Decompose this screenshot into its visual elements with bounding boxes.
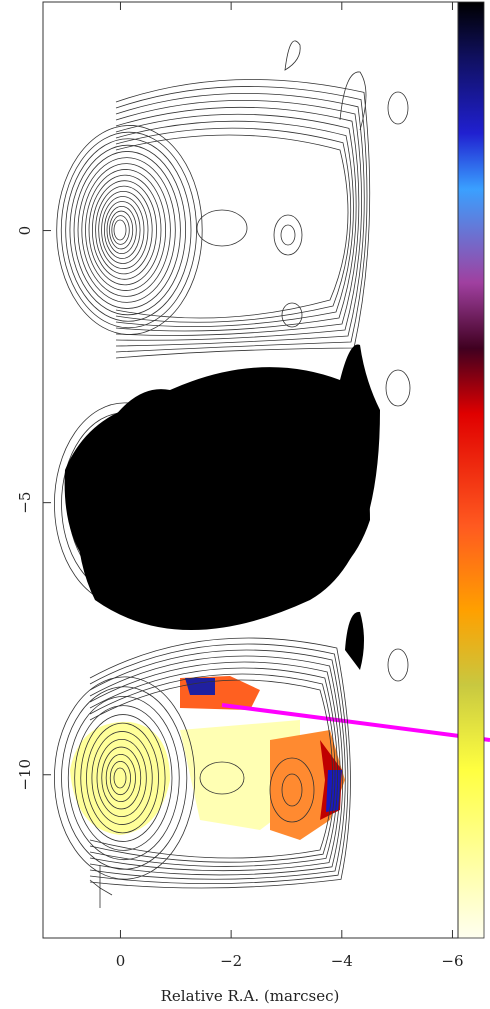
contour bbox=[197, 210, 247, 246]
contour-map bbox=[54, 41, 490, 908]
contour bbox=[107, 206, 136, 253]
color-patch bbox=[185, 678, 215, 695]
colorbar-scale bbox=[458, 2, 484, 938]
x-tick-label: −4 bbox=[331, 952, 353, 970]
contour bbox=[114, 220, 126, 240]
contour bbox=[116, 86, 367, 352]
x-tick-label: 0 bbox=[116, 952, 126, 970]
x-axis-label: Relative R.A. (marcsec) bbox=[161, 987, 340, 1005]
colorbar bbox=[458, 2, 484, 938]
x-tick-label: −6 bbox=[441, 952, 463, 970]
ct bbox=[345, 612, 364, 670]
y-tick-label: 0 bbox=[16, 226, 34, 236]
contour bbox=[274, 215, 302, 255]
contour bbox=[281, 225, 295, 245]
y-tick-label: −5 bbox=[16, 492, 34, 514]
figure: Relative R.A. (marcsec) 0 −2 −4 −6 0 −5 −10 bbox=[0, 0, 490, 1009]
contour bbox=[116, 135, 348, 318]
contour bbox=[340, 72, 366, 130]
contour bbox=[388, 92, 408, 124]
ct bbox=[77, 344, 380, 630]
y-tick-label: −10 bbox=[16, 759, 34, 791]
contour bbox=[116, 100, 362, 340]
contour bbox=[66, 139, 191, 322]
contour bbox=[99, 191, 148, 268]
color-patch bbox=[70, 722, 170, 835]
contour bbox=[70, 145, 186, 315]
contour bbox=[386, 370, 410, 406]
contour bbox=[285, 41, 300, 70]
contour bbox=[388, 649, 408, 681]
contour bbox=[85, 169, 165, 290]
x-tick-label: −2 bbox=[220, 952, 242, 970]
